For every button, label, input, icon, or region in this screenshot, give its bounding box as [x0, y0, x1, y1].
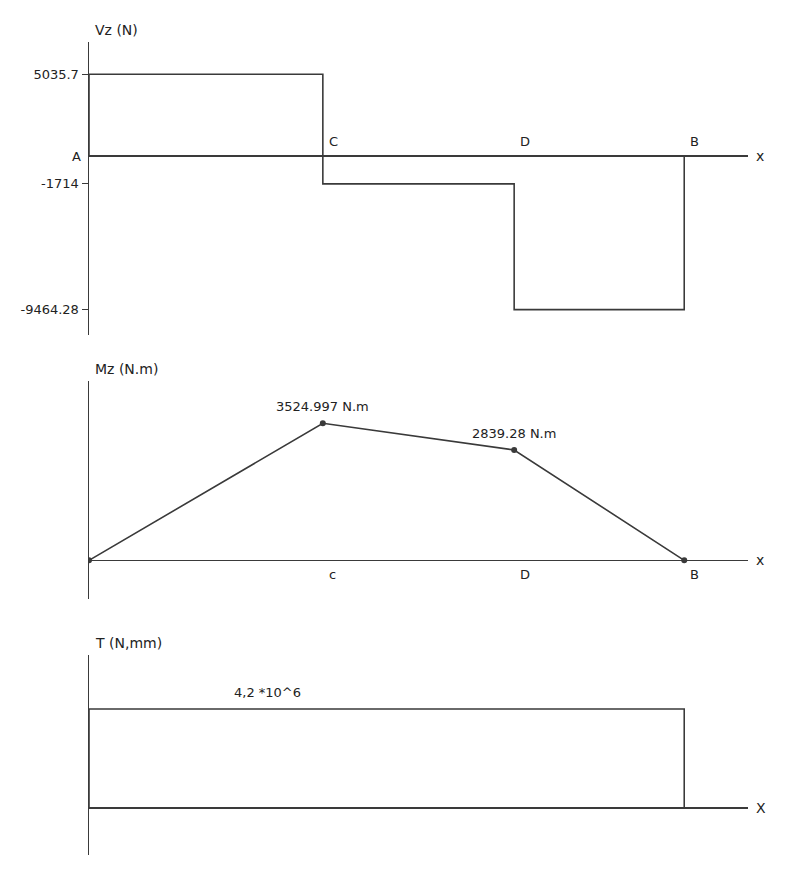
svg-text:X: X	[756, 800, 766, 816]
svg-text:5035.7: 5035.7	[33, 67, 79, 82]
svg-text:-1714: -1714	[41, 176, 79, 191]
svg-text:C: C	[329, 134, 338, 149]
svg-text:-9464.28: -9464.28	[20, 302, 78, 317]
svg-text:B: B	[690, 134, 699, 149]
svg-text:Mz (N.m): Mz (N.m)	[95, 361, 158, 377]
svg-text:Vz (N): Vz (N)	[95, 22, 138, 38]
svg-text:c: c	[329, 567, 336, 582]
svg-text:A: A	[72, 149, 81, 164]
svg-text:D: D	[520, 134, 530, 149]
svg-text:3524.997 N.m: 3524.997 N.m	[276, 399, 369, 414]
svg-text:2839.28 N.m: 2839.28 N.m	[472, 426, 556, 441]
svg-text:D: D	[520, 567, 530, 582]
svg-text:4,2 *10^6: 4,2 *10^6	[234, 685, 301, 700]
svg-text:x: x	[756, 552, 764, 568]
svg-text:T (N,mm): T (N,mm)	[95, 635, 162, 651]
svg-text:x: x	[756, 148, 764, 164]
svg-text:B: B	[690, 567, 699, 582]
